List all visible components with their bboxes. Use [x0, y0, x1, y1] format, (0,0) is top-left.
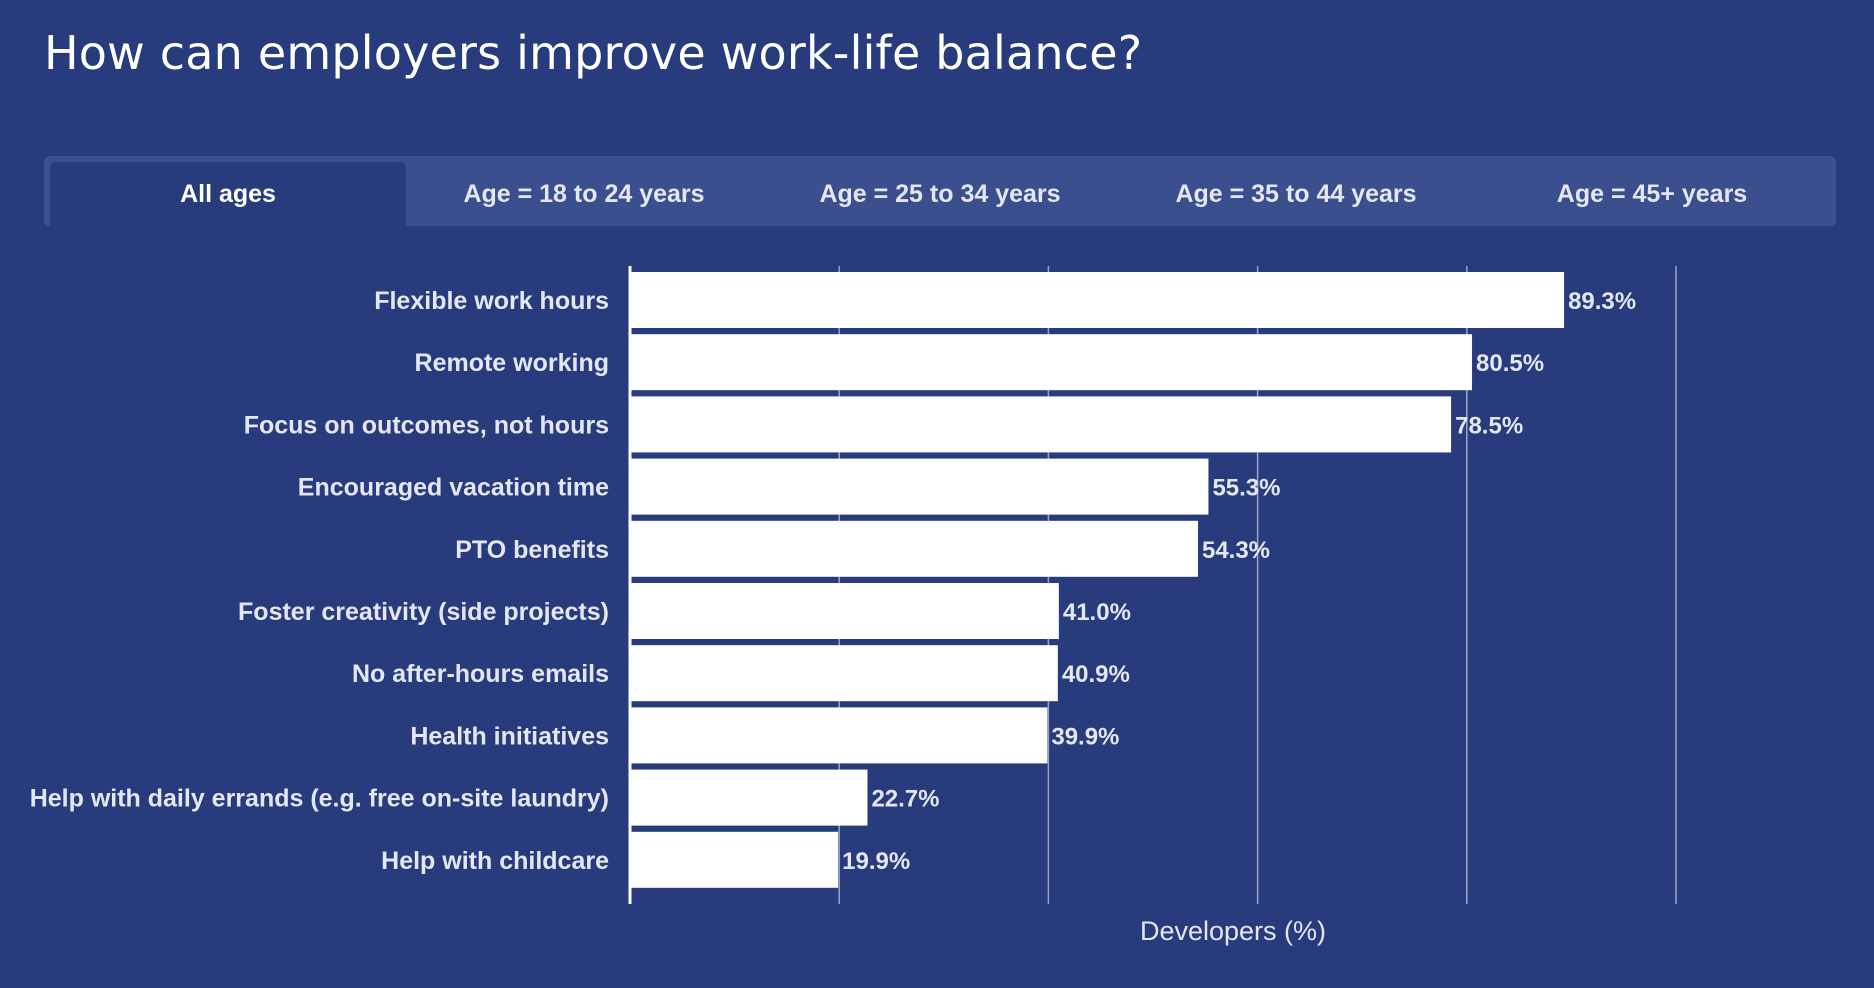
value-label-7: 39.9% — [1051, 723, 1119, 750]
category-label-2: Focus on outcomes, not hours — [244, 411, 609, 439]
value-label-4: 54.3% — [1202, 537, 1270, 564]
bar-8[interactable] — [630, 769, 868, 826]
bar-2[interactable] — [630, 396, 1452, 453]
bar-3[interactable] — [630, 458, 1209, 515]
page-title: How can employers improve work-life bala… — [44, 26, 1143, 80]
value-label-1: 80.5% — [1476, 350, 1544, 377]
tab-all-ages[interactable]: All ages — [50, 162, 406, 226]
tab-age-25-to-34[interactable]: Age = 25 to 34 years — [819, 179, 1061, 208]
value-label-3: 55.3% — [1212, 475, 1280, 502]
bar-0[interactable] — [630, 272, 1565, 328]
value-label-8: 22.7% — [871, 786, 939, 813]
bar-9[interactable] — [630, 831, 839, 888]
bar-7[interactable] — [630, 707, 1048, 764]
category-label-9: Help with childcare — [381, 847, 609, 875]
bar-4[interactable] — [630, 520, 1198, 577]
category-label-8: Help with daily errands (e.g. free on-si… — [30, 785, 609, 813]
tab-age-35-to-44[interactable]: Age = 35 to 44 years — [1175, 179, 1417, 208]
x-axis-title: Developers (%) — [1140, 916, 1326, 946]
value-label-5: 41.0% — [1063, 599, 1131, 626]
bar-1[interactable] — [630, 334, 1473, 391]
category-label-1: Remote working — [415, 349, 609, 377]
category-label-3: Encouraged vacation time — [298, 474, 609, 502]
value-labels: 89.3% 80.5% 78.5% 55.3% 54.3% 41.0% 40.9% 39.9%… — [842, 288, 1636, 875]
bar-5[interactable] — [630, 583, 1059, 639]
value-label-2: 78.5% — [1455, 412, 1523, 439]
category-label-7: Health initiatives — [410, 722, 609, 750]
age-filter-tabs: All ages Age = 18 to 24 years Age = 25 t… — [44, 156, 1836, 226]
category-label-0: Flexible work hours — [374, 287, 609, 315]
category-label-5: Foster creativity (side projects) — [238, 598, 609, 626]
bars — [630, 272, 1565, 888]
category-labels: Flexible work hours Remote working Focus o… — [30, 287, 609, 875]
bar-6[interactable] — [630, 645, 1058, 702]
category-label-6: No after-hours emails — [352, 660, 609, 688]
value-label-0: 89.3% — [1568, 288, 1636, 315]
value-label-6: 40.9% — [1062, 661, 1130, 688]
value-label-9: 19.9% — [842, 848, 910, 875]
tab-age-18-to-24[interactable]: Age = 18 to 24 years — [463, 179, 705, 208]
tab-age-45-plus[interactable]: Age = 45+ years — [1556, 179, 1748, 208]
category-label-4: PTO benefits — [455, 536, 609, 564]
